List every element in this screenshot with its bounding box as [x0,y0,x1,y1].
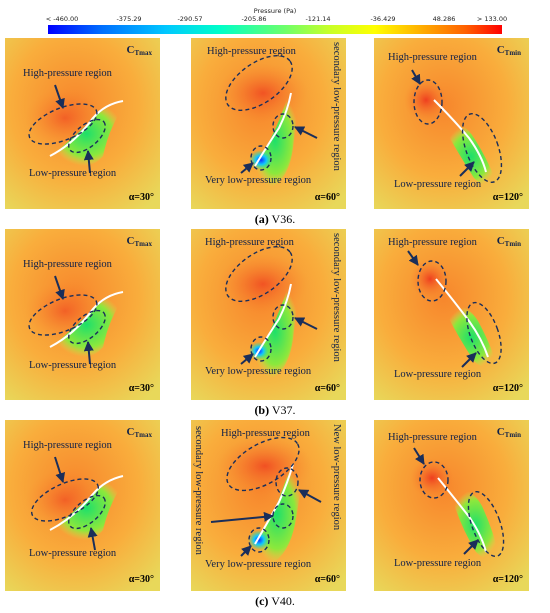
angle-label: α=30° [128,383,154,394]
colorbar-gradient [48,25,502,34]
panel-a-alpha30: CTmax High-pressure region Low-pressure … [5,38,160,209]
colorbar-tick: > 133.00 [476,15,508,23]
pressure-field [374,420,529,591]
low-pressure-label: Low-pressure region [394,369,482,380]
pressure-field [5,229,160,400]
panel-a-alpha120: CTmin High-pressure region Low-pressure … [374,38,529,209]
new-low-pressure-label: New low-pressure region [331,424,342,531]
ct-min-label: CTmin [496,235,521,248]
high-pressure-label: High-pressure region [221,428,310,439]
low-pressure-label: Low-pressure region [394,558,482,569]
colorbar-ticks: < -460.00 -375.29 -290.57 -205.86 -121.1… [45,15,507,23]
colorbar-tick: < -460.00 [45,15,79,23]
caption-b: (b) V37. [254,403,296,417]
angle-label: α=30° [128,574,154,585]
caption-a: (a) V36. [254,212,296,226]
low-pressure-label: Low-pressure region [394,179,482,190]
high-pressure-label: High-pressure region [23,68,112,79]
angle-label: α=120° [492,383,523,394]
pressure-colorbar: Pressure (Pa) < -460.00 -375.29 -290.57 … [45,7,507,37]
colorbar-tick: -121.14 [305,15,331,23]
ct-max-label: CTmax [126,426,152,439]
high-pressure-label: High-pressure region [388,237,477,248]
colorbar-title: Pressure (Pa) [253,7,297,15]
panel-c-alpha60: secondary low-pressure region High-press… [191,420,346,591]
ct-min-label: CTmin [496,44,521,57]
caption-c: (c) V40. [255,594,295,608]
very-low-pressure-label: Very low-pressure region [205,559,312,570]
angle-label: α=120° [492,574,523,585]
panel-a-alpha60: High-pressure region secondary low-press… [191,38,346,209]
ct-max-label: CTmax [126,235,152,248]
ct-max-label: CTmax [126,44,152,57]
secondary-low-pressure-label: secondary low-pressure region [331,233,342,362]
pressure-field [374,229,529,400]
high-pressure-label: High-pressure region [23,259,112,270]
colorbar-tick: -36.429 [370,15,396,23]
pressure-field [374,38,529,209]
angle-label: α=60° [314,192,340,203]
secondary-low-pressure-label: secondary low-pressure region [193,426,204,555]
very-low-pressure-label: Very low-pressure region [205,366,312,377]
high-pressure-label: High-pressure region [207,46,296,57]
panel-b-alpha60: High-pressure region secondary low-press… [191,229,346,400]
high-pressure-label: High-pressure region [388,52,477,63]
low-pressure-label: Low-pressure region [29,360,117,371]
colorbar-tick: 48.286 [432,15,456,23]
high-pressure-label: High-pressure region [388,432,477,443]
colorbar-tick: -290.57 [177,15,203,23]
low-pressure-label: Low-pressure region [29,548,117,559]
panel-c-alpha120: CTmin High-pressure region Low-pressure … [374,420,529,591]
pressure-field [5,38,160,209]
colorbar-tick: -375.29 [116,15,142,23]
angle-label: α=60° [314,574,340,585]
angle-label: α=30° [128,192,154,203]
angle-label: α=60° [314,383,340,394]
pressure-field [5,420,160,591]
pressure-field [191,38,346,209]
panel-b-alpha30: CTmax High-pressure region Low-pressure … [5,229,160,400]
panel-b-alpha120: CTmin High-pressure region Low-pressure … [374,229,529,400]
ct-min-label: CTmin [496,426,521,439]
high-pressure-label: High-pressure region [23,440,112,451]
secondary-low-pressure-label: secondary low-pressure region [331,42,342,171]
panel-c-alpha30: CTmax High-pressure region Low-pressure … [5,420,160,591]
very-low-pressure-label: Very low-pressure region [205,175,312,186]
colorbar-tick: -205.86 [241,15,267,23]
low-pressure-label: Low-pressure region [29,168,117,179]
pressure-field [191,420,346,591]
pressure-field [191,229,346,400]
angle-label: α=120° [492,192,523,203]
high-pressure-label: High-pressure region [205,237,294,248]
